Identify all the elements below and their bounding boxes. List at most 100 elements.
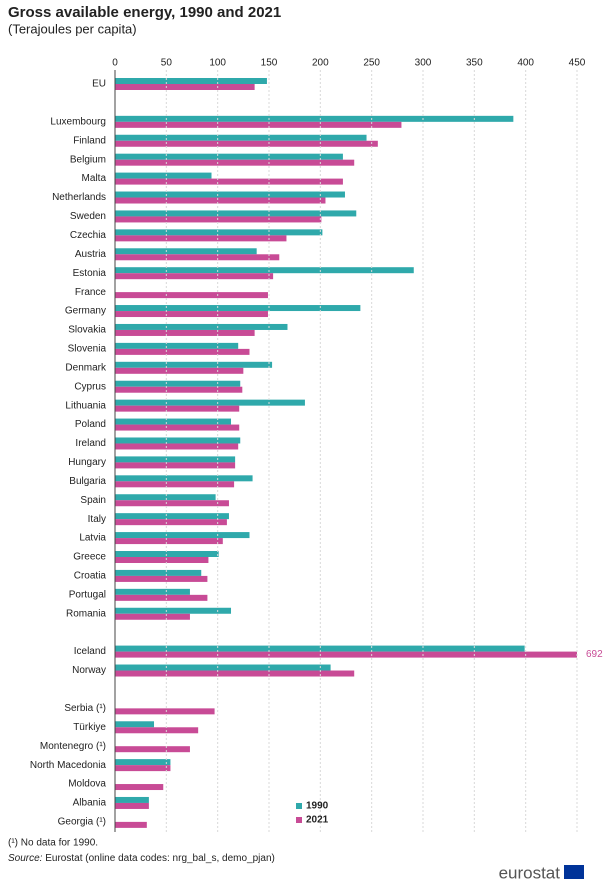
bar <box>115 267 414 274</box>
y-tick-label: Slovakia <box>68 325 106 336</box>
y-tick-label: Serbia (¹) <box>64 703 106 714</box>
y-tick-label: Ireland <box>75 438 106 449</box>
bar <box>115 121 402 128</box>
bar <box>115 551 219 557</box>
bar <box>115 443 239 450</box>
bar <box>115 462 236 469</box>
y-tick-label: North Macedonia <box>30 760 107 771</box>
x-tick-label: 150 <box>261 58 278 69</box>
bar <box>115 670 355 677</box>
y-tick-label: Iceland <box>74 646 106 657</box>
logo-flag <box>564 865 584 879</box>
bar <box>115 475 253 482</box>
footnote: (¹) No data for 1990. <box>8 838 98 849</box>
bar <box>115 569 202 576</box>
bar <box>115 273 274 280</box>
bar <box>115 235 287 242</box>
bar <box>115 494 216 501</box>
bar <box>115 513 229 520</box>
bar <box>115 380 241 387</box>
y-tick-label: Romania <box>66 608 106 619</box>
bar <box>115 456 236 463</box>
bar <box>115 254 280 261</box>
x-tick-label: 200 <box>312 58 329 69</box>
bar <box>115 329 255 336</box>
legend-swatch <box>296 803 302 809</box>
bar <box>115 311 268 318</box>
y-tick-label: Bulgaria <box>69 476 106 487</box>
bar <box>115 229 323 236</box>
x-tick-label: 350 <box>466 58 483 69</box>
bar <box>115 153 343 160</box>
bar <box>115 248 257 255</box>
bar <box>115 759 171 766</box>
legend-label: 1990 <box>306 801 329 812</box>
bar <box>115 140 378 147</box>
data-label: 692 <box>586 649 603 660</box>
y-tick-label: Cyprus <box>74 381 106 392</box>
bar <box>115 424 240 431</box>
legend-swatch <box>296 817 302 823</box>
y-tick-label: Türkiye <box>73 722 106 733</box>
bars <box>115 78 577 828</box>
bar <box>115 802 149 809</box>
bar <box>115 418 232 425</box>
bar <box>115 134 367 141</box>
bar <box>115 594 208 601</box>
source-text: Eurostat (online data codes: nrg_bal_s, … <box>42 853 274 864</box>
bar <box>115 796 149 803</box>
x-tick-label: 300 <box>415 58 432 69</box>
x-tick-label: 250 <box>363 58 380 69</box>
bar <box>115 481 235 488</box>
bar <box>115 613 190 620</box>
bar <box>115 323 288 330</box>
bar <box>115 342 239 349</box>
bar <box>115 191 345 198</box>
y-tick-label: Slovenia <box>68 344 107 355</box>
x-tick-label: 450 <box>569 58 586 69</box>
bar <box>115 172 212 179</box>
bar <box>115 532 250 539</box>
bar <box>115 210 357 217</box>
y-tick-label: France <box>75 287 107 298</box>
bar <box>115 348 250 355</box>
bar <box>115 588 190 595</box>
y-tick-label: Finland <box>73 135 106 146</box>
legend-label: 2021 <box>306 815 329 826</box>
x-tick-label: 0 <box>112 58 118 69</box>
y-tick-label: Portugal <box>69 589 106 600</box>
bar <box>115 361 273 368</box>
x-tick-label: 100 <box>209 58 226 69</box>
bar <box>115 159 355 166</box>
y-tick-label: Montenegro (¹) <box>40 741 106 752</box>
y-tick-label: Spain <box>80 495 106 506</box>
y-tick-label: Estonia <box>73 268 107 279</box>
y-tick-label: Hungary <box>68 457 106 468</box>
chart-subtitle: (Terajoules per capita) <box>8 21 137 36</box>
y-tick-label: Czechia <box>70 230 107 241</box>
bar <box>115 746 190 753</box>
y-tick-label: Croatia <box>74 571 107 582</box>
bar <box>115 78 267 84</box>
y-tick-label: Italy <box>88 514 106 525</box>
y-tick-label: Georgia (¹) <box>58 817 106 828</box>
bar <box>115 305 361 312</box>
bar <box>115 216 322 223</box>
bar <box>115 292 268 299</box>
y-tick-label: Lithuania <box>65 400 106 411</box>
bar <box>115 821 147 828</box>
bar <box>115 651 577 658</box>
bar <box>115 664 331 671</box>
y-tick-label: Luxembourg <box>50 116 106 127</box>
bar <box>115 557 209 563</box>
y-tick-label: Netherlands <box>52 192 106 203</box>
bar <box>115 178 343 185</box>
bar <box>115 765 171 772</box>
bar <box>115 575 208 582</box>
bar <box>115 538 223 545</box>
y-tick-label: Moldova <box>68 779 106 790</box>
y-tick-label: Belgium <box>70 154 106 165</box>
y-tick-label: Greece <box>73 552 106 563</box>
bar <box>115 500 229 507</box>
